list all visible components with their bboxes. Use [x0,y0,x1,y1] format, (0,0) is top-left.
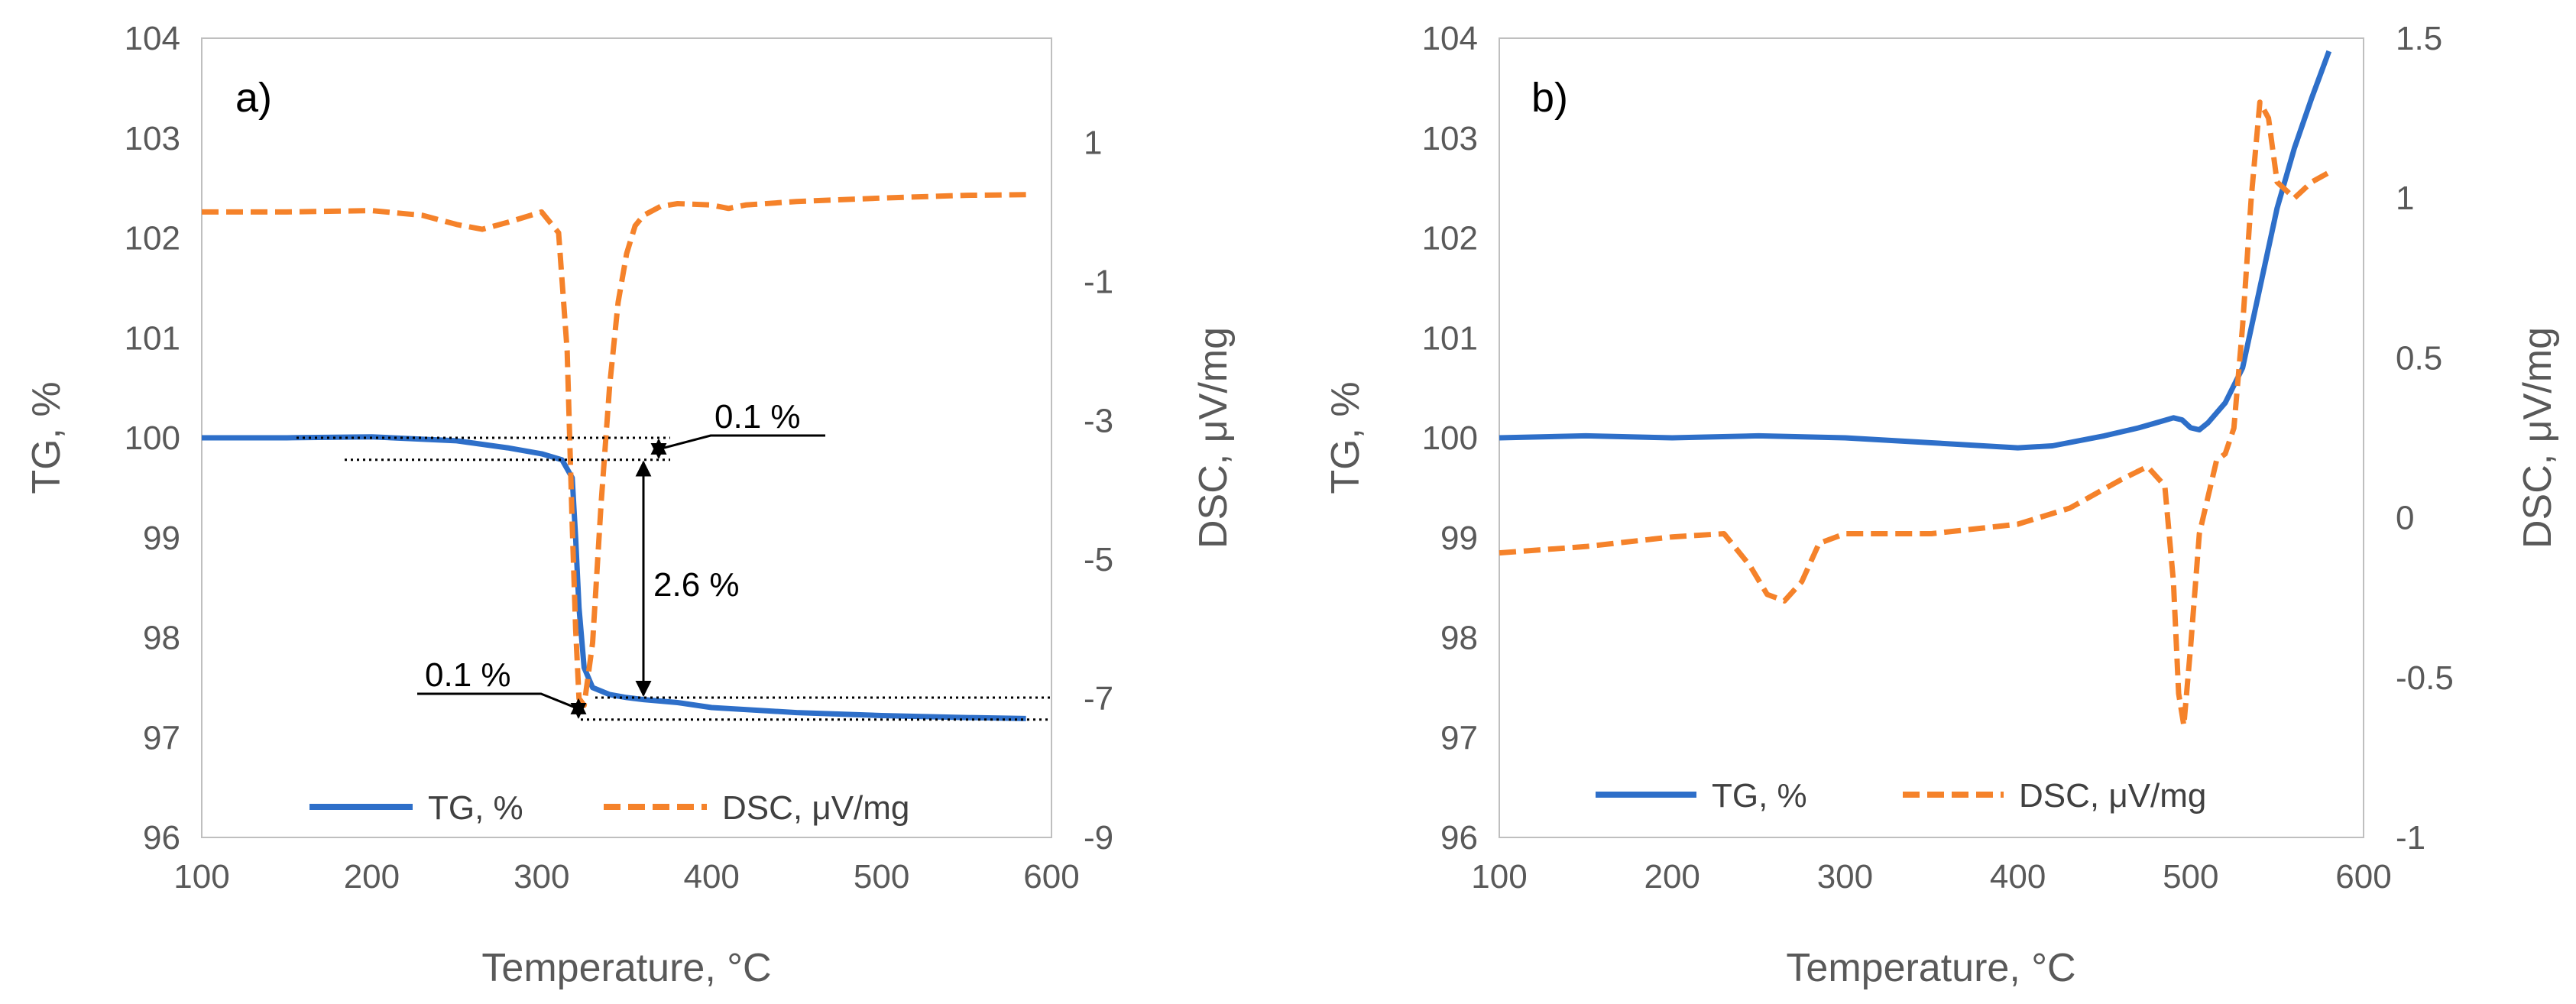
y-tick-label: 102 [125,220,180,257]
y2-axis-title: DSC, μV/mg [2516,327,2560,549]
x-axis-title: Temperature, °C [481,946,771,990]
x-tick-label: 300 [1817,858,1873,896]
right-axis-ticks: -1 -0.5 0 0.5 1 1.5 [2396,20,2454,857]
tg-series-line [202,434,1026,721]
x-tick-label: 100 [1471,858,1527,896]
y-tick-label: 100 [1422,419,1478,457]
y-tick-label: 101 [125,319,180,357]
annotation-label: 0.1 % [714,398,801,436]
legend-label-tg: TG, % [1712,777,1807,815]
x-tick-label: 600 [1023,858,1079,896]
panel-label: a) [235,75,272,121]
y-tick-label: 103 [125,120,180,157]
panel-b: 96 97 98 99 100 101 102 103 104 -1 -0.5 0 0.5 1 1.5 1… [1324,20,2560,990]
tg-series-line [1499,50,2332,451]
y2-axis-title: DSC, μV/mg [1191,327,1236,549]
y2-tick-label: -3 [1084,402,1113,439]
x-axis-title: Temperature, °C [1786,946,2075,990]
dsc-series-line [1499,99,2331,729]
y2-tick-label: 0 [2396,500,2414,537]
x-tick-label: 600 [2335,858,2391,896]
y2-tick-label: 1.5 [2396,20,2442,57]
y-tick-label: 98 [1440,620,1478,657]
annotation-layer: 0.1 % 2.6 % 0.1 % [296,398,1051,721]
legend-label-dsc: DSC, μV/mg [2019,777,2206,815]
annotation-label: 2.6 % [653,566,740,604]
annotation-leader-line [659,434,825,450]
y-tick-label: 104 [1422,20,1478,57]
y2-tick-label: -9 [1084,819,1113,857]
y-tick-label: 101 [1422,319,1478,357]
y2-tick-label: -0.5 [2396,659,2454,697]
x-tick-label: 400 [683,858,739,896]
y-axis-title: TG, % [24,381,69,494]
x-axis-ticks: 100 200 300 400 500 600 [1471,858,2391,896]
y2-tick-label: 1 [1084,124,1102,161]
left-axis-ticks: 96 97 98 99 100 101 102 103 104 [1422,20,1478,857]
x-tick-label: 500 [854,858,909,896]
y-tick-label: 103 [1422,120,1478,157]
y-tick-label: 100 [125,419,180,457]
y-tick-label: 99 [1440,520,1478,557]
y-tick-label: 98 [143,620,180,657]
panel-a: 96 97 98 99 100 101 102 103 104 -9 -7 -5 -3 -1 1 100 2… [24,20,1236,990]
y2-tick-label: -7 [1084,680,1113,717]
x-tick-label: 400 [1990,858,2046,896]
left-axis-ticks: 96 97 98 99 100 101 102 103 104 [125,20,180,857]
y-tick-label: 97 [143,719,180,756]
dsc-series-line [202,192,1026,708]
x-tick-label: 200 [344,858,400,896]
y2-tick-label: -1 [1084,263,1113,300]
y2-tick-label: 0.5 [2396,339,2442,377]
annotation-label: 0.1 % [425,656,511,694]
legend: TG, % DSC, μV/mg [309,789,909,827]
legend-label-dsc: DSC, μV/mg [722,789,909,827]
y2-tick-label: -5 [1084,541,1113,578]
x-tick-label: 300 [514,858,569,896]
panel-label: b) [1531,75,1568,121]
y-tick-label: 102 [1422,220,1478,257]
annotation-leader-line [417,692,578,710]
y-tick-label: 104 [125,20,180,57]
x-tick-label: 100 [173,858,229,896]
x-tick-label: 200 [1644,858,1700,896]
y-tick-label: 96 [1440,819,1478,857]
right-axis-ticks: -9 -7 -5 -3 -1 1 [1084,124,1113,857]
series-layer [202,192,1026,721]
legend: TG, % DSC, μV/mg [1596,777,2206,815]
y-tick-label: 99 [143,520,180,557]
x-tick-label: 500 [2163,858,2218,896]
series-layer [1499,50,2332,729]
legend-label-tg: TG, % [428,789,523,827]
y-axis-title: TG, % [1324,381,1368,494]
y2-tick-label: -1 [2396,819,2425,857]
y-tick-label: 97 [1440,719,1478,756]
y2-tick-label: 1 [2396,180,2414,217]
x-axis-ticks: 100 200 300 400 500 600 [173,858,1079,896]
y-tick-label: 96 [143,819,180,857]
